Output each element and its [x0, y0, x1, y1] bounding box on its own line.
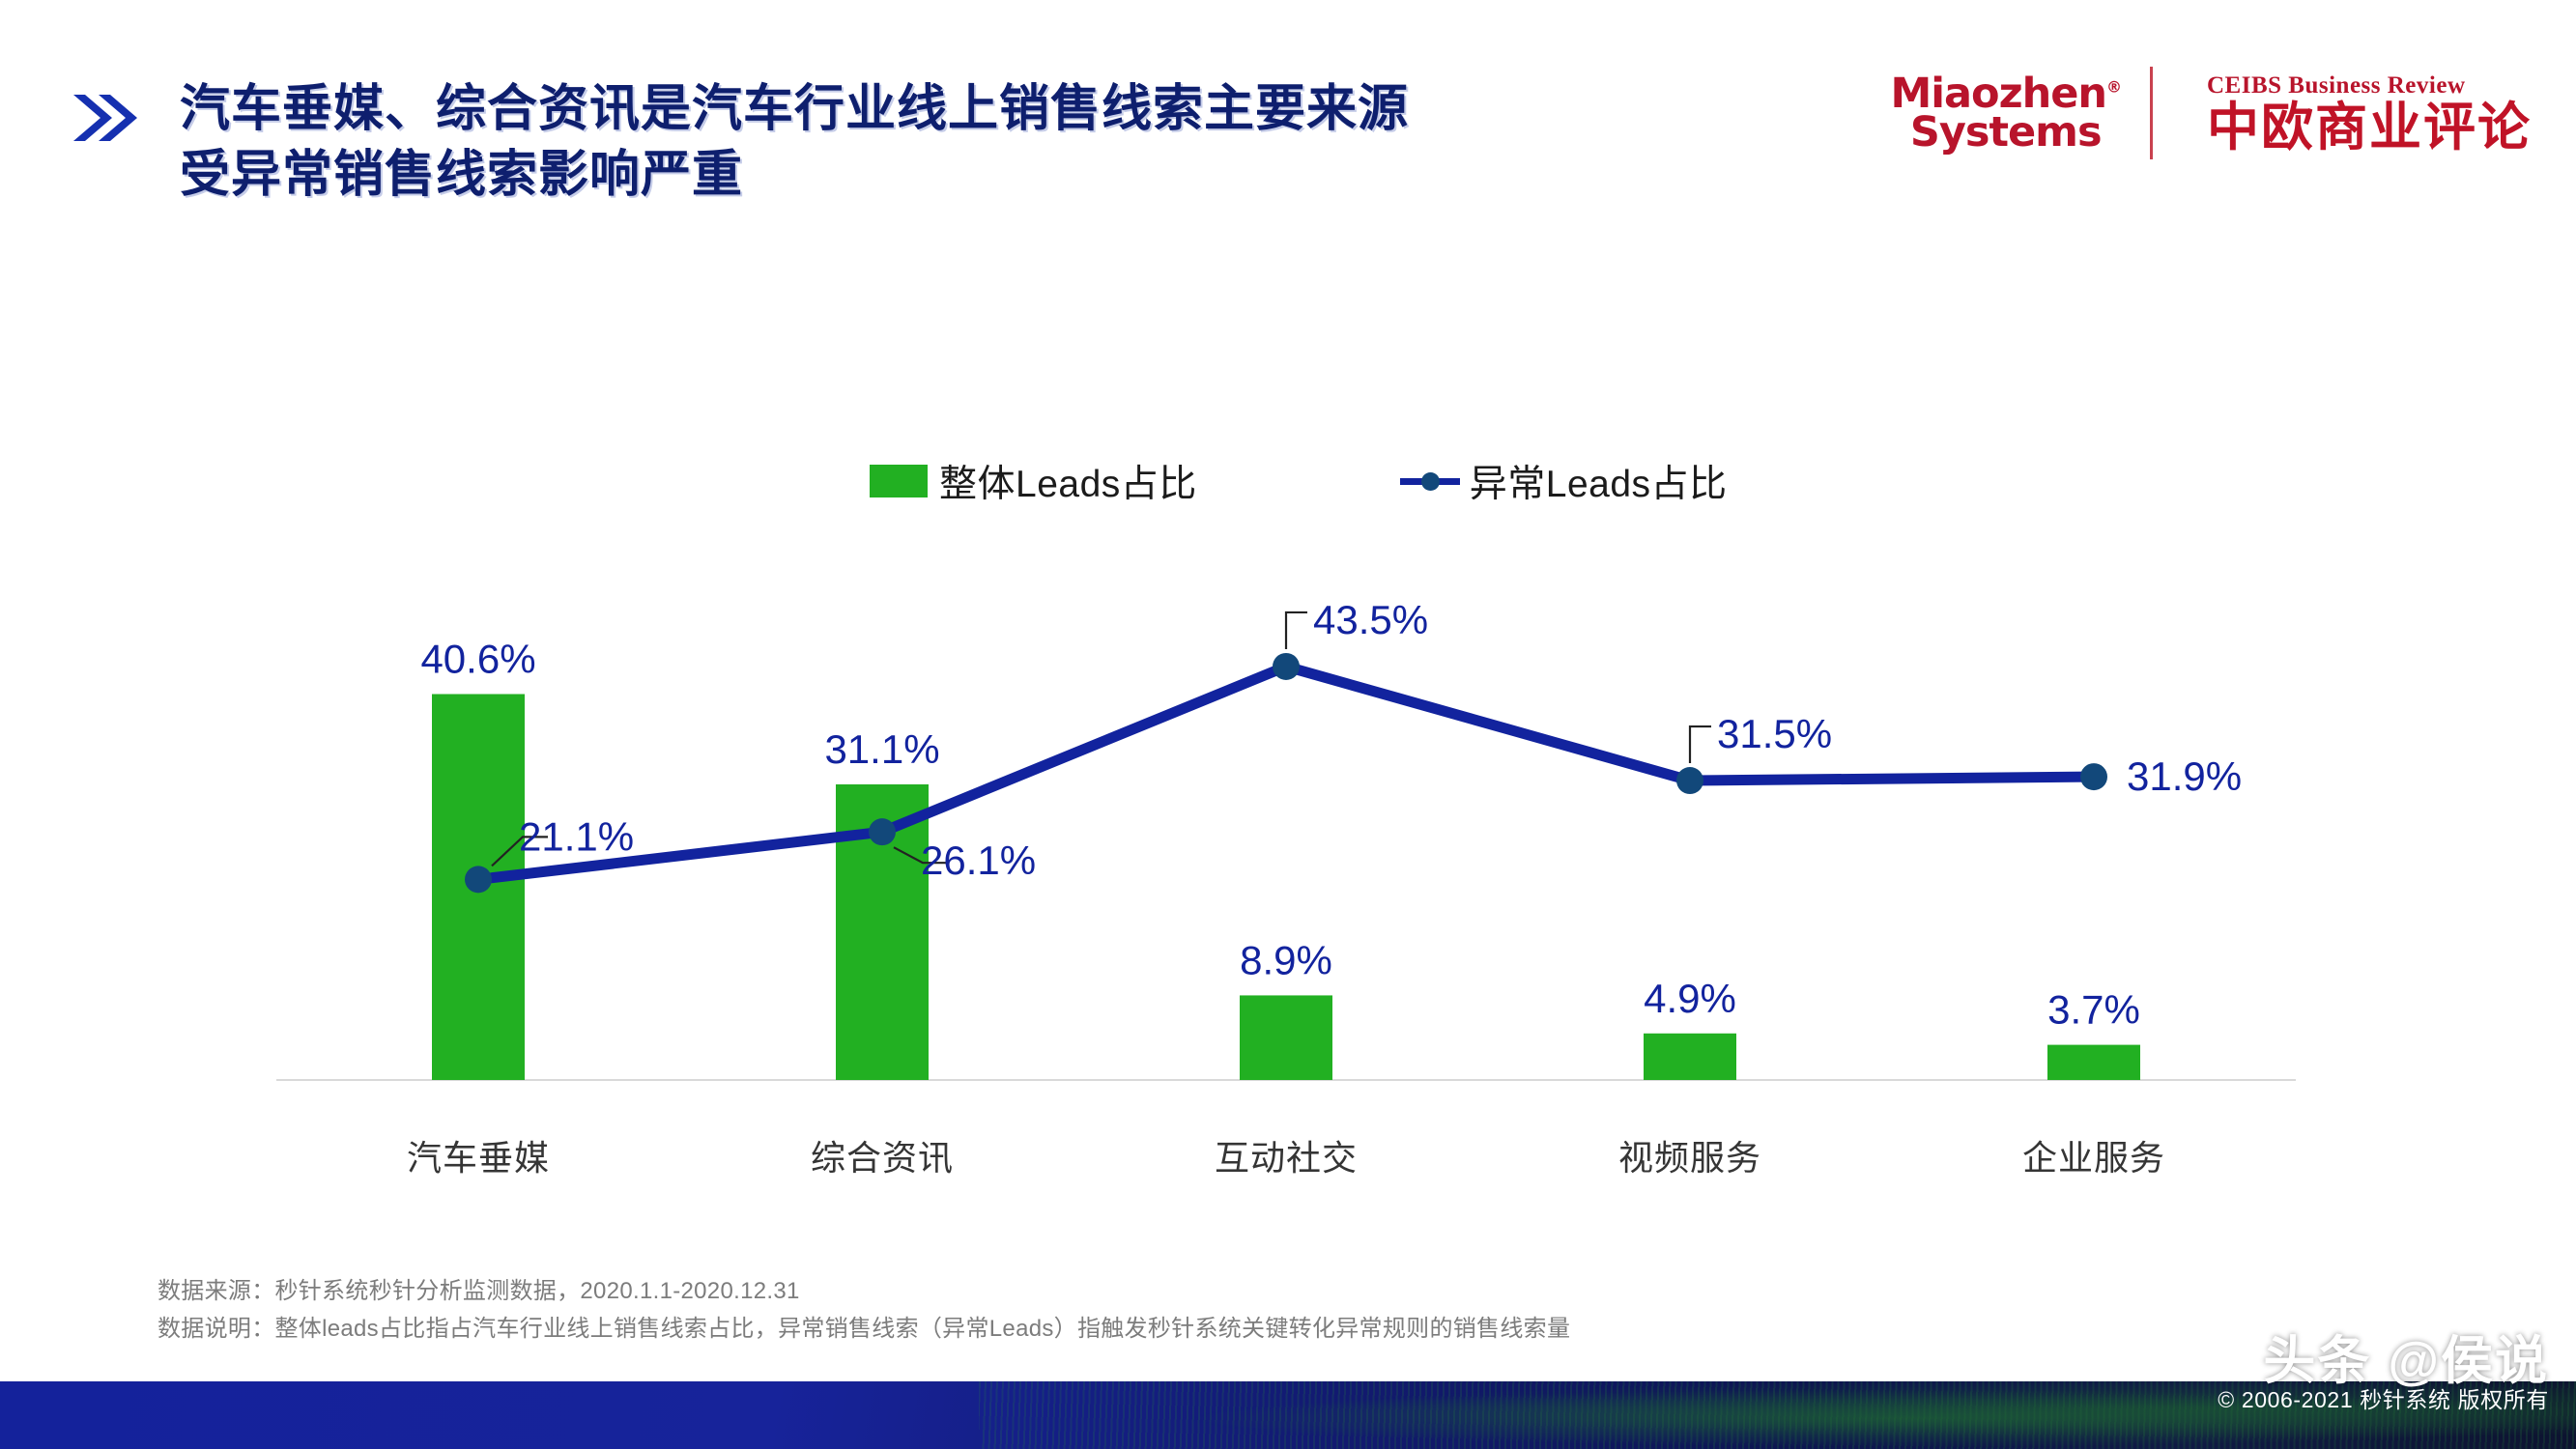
line-value-label: 31.5%: [1717, 711, 1832, 756]
line-value-label: 31.9%: [2127, 753, 2242, 799]
note-source: 数据来源：秒针系统秒针分析监测数据，2020.1.1-2020.12.31: [157, 1278, 800, 1304]
title-line-2: 受异常销售线索影响严重: [180, 146, 744, 203]
note-explanation: 数据说明：整体leads占比指占汽车行业线上销售线索占比，异常销售线索（异常Le…: [157, 1315, 1571, 1342]
brand-logos: Miaozhen® Systems CEIBS Business Review …: [1890, 56, 2532, 170]
ceibs-logo: CEIBS Business Review 中欧商业评论: [2182, 72, 2532, 154]
x-axis-label: 综合资讯: [810, 1138, 954, 1178]
line-value-label: 26.1%: [921, 838, 1036, 883]
miaozhen-logo-line2: Systems: [1909, 108, 2103, 156]
x-axis-label: 视频服务: [1617, 1138, 1761, 1178]
ceibs-logo-chinese: 中欧商业评论: [2207, 99, 2532, 156]
label-leader-line: [1284, 611, 1307, 649]
miaozhen-logo: Miaozhen® Systems: [1890, 72, 2150, 156]
line-marker[interactable]: [2080, 763, 2107, 791]
slide-header: 汽车垂媒、综合资讯是汽车行业线上销售线索主要来源 受异常销售线索影响严重 Mia…: [0, 0, 2576, 290]
footer-band: [0, 1381, 2576, 1449]
legend-label-overall: 整体Leads占比: [939, 464, 1197, 505]
copyright-text: © 2006-2021 秒针系统 版权所有: [2218, 1387, 2549, 1412]
line-marker[interactable]: [1676, 767, 1703, 795]
bar[interactable]: [2047, 1044, 2140, 1080]
x-axis-label: 汽车垂媒: [406, 1138, 550, 1178]
watermark: 头条 @侯说: [2263, 1334, 2549, 1389]
line-value-label: 43.5%: [1313, 599, 1428, 642]
page-title: 汽车垂媒、综合资讯是汽车行业线上销售线索主要来源 受异常销售线索影响严重: [180, 77, 1409, 208]
bar-value-label: 8.9%: [1240, 937, 1332, 982]
chart-footnotes: 数据来源：秒针系统秒针分析监测数据，2020.1.1-2020.12.31 数据…: [157, 1273, 1570, 1349]
bar[interactable]: [1644, 1033, 1736, 1080]
bar-value-label: 31.1%: [824, 726, 939, 772]
bar[interactable]: [1240, 995, 1332, 1080]
x-axis-label: 企业服务: [2021, 1138, 2165, 1178]
line-series[interactable]: [472, 661, 2100, 885]
legend-square-icon: [870, 465, 928, 497]
label-leader-line: [893, 846, 948, 865]
chart-canvas: 40.6% 31.1% 8.9% 4.9% 3.7% 21.1% 26.1% 43.5% 31.…: [276, 599, 2296, 1081]
chart-legend: 整体Leads占比 异常Leads占比: [870, 454, 1728, 508]
double-chevron-right-icon: [73, 95, 137, 141]
line-marker[interactable]: [1273, 652, 1300, 680]
title-line-1: 汽车垂媒、综合资讯是汽车行业线上销售线索主要来源: [180, 81, 1410, 137]
legend-label-abnormal: 异常Leads占比: [1469, 464, 1728, 505]
bar-value-label: 3.7%: [2047, 987, 2140, 1033]
miaozhen-logo-line1: Miaozhen: [1890, 69, 2107, 118]
x-axis-label: 互动社交: [1214, 1138, 1358, 1178]
legend-line-marker-icon: [1399, 465, 1460, 497]
ceibs-logo-english: CEIBS Business Review: [2207, 72, 2466, 99]
line-marker[interactable]: [465, 866, 492, 894]
legend-item-abnormal[interactable]: 异常Leads占比: [1399, 454, 1728, 508]
x-axis-labels: 汽车垂媒 综合资讯 互动社交 视频服务 企业服务: [276, 1130, 2296, 1180]
label-leader-line: [491, 836, 548, 867]
label-leader-line: [1688, 724, 1711, 764]
bar-value-label: 4.9%: [1644, 976, 1736, 1021]
logo-divider: [2150, 67, 2153, 159]
footer-band-texture: [979, 1381, 2576, 1449]
line-marker[interactable]: [869, 818, 896, 846]
combo-chart: 40.6% 31.1% 8.9% 4.9% 3.7% 21.1% 26.1% 43.5% 31.…: [276, 599, 2296, 1092]
bar-value-label: 40.6%: [420, 636, 535, 681]
legend-item-overall[interactable]: 整体Leads占比: [870, 454, 1197, 508]
line-value-label: 21.1%: [519, 813, 634, 859]
watermark-text: 头条 @侯说: [2263, 1332, 2549, 1391]
registered-mark-icon: ®: [2106, 77, 2122, 97]
